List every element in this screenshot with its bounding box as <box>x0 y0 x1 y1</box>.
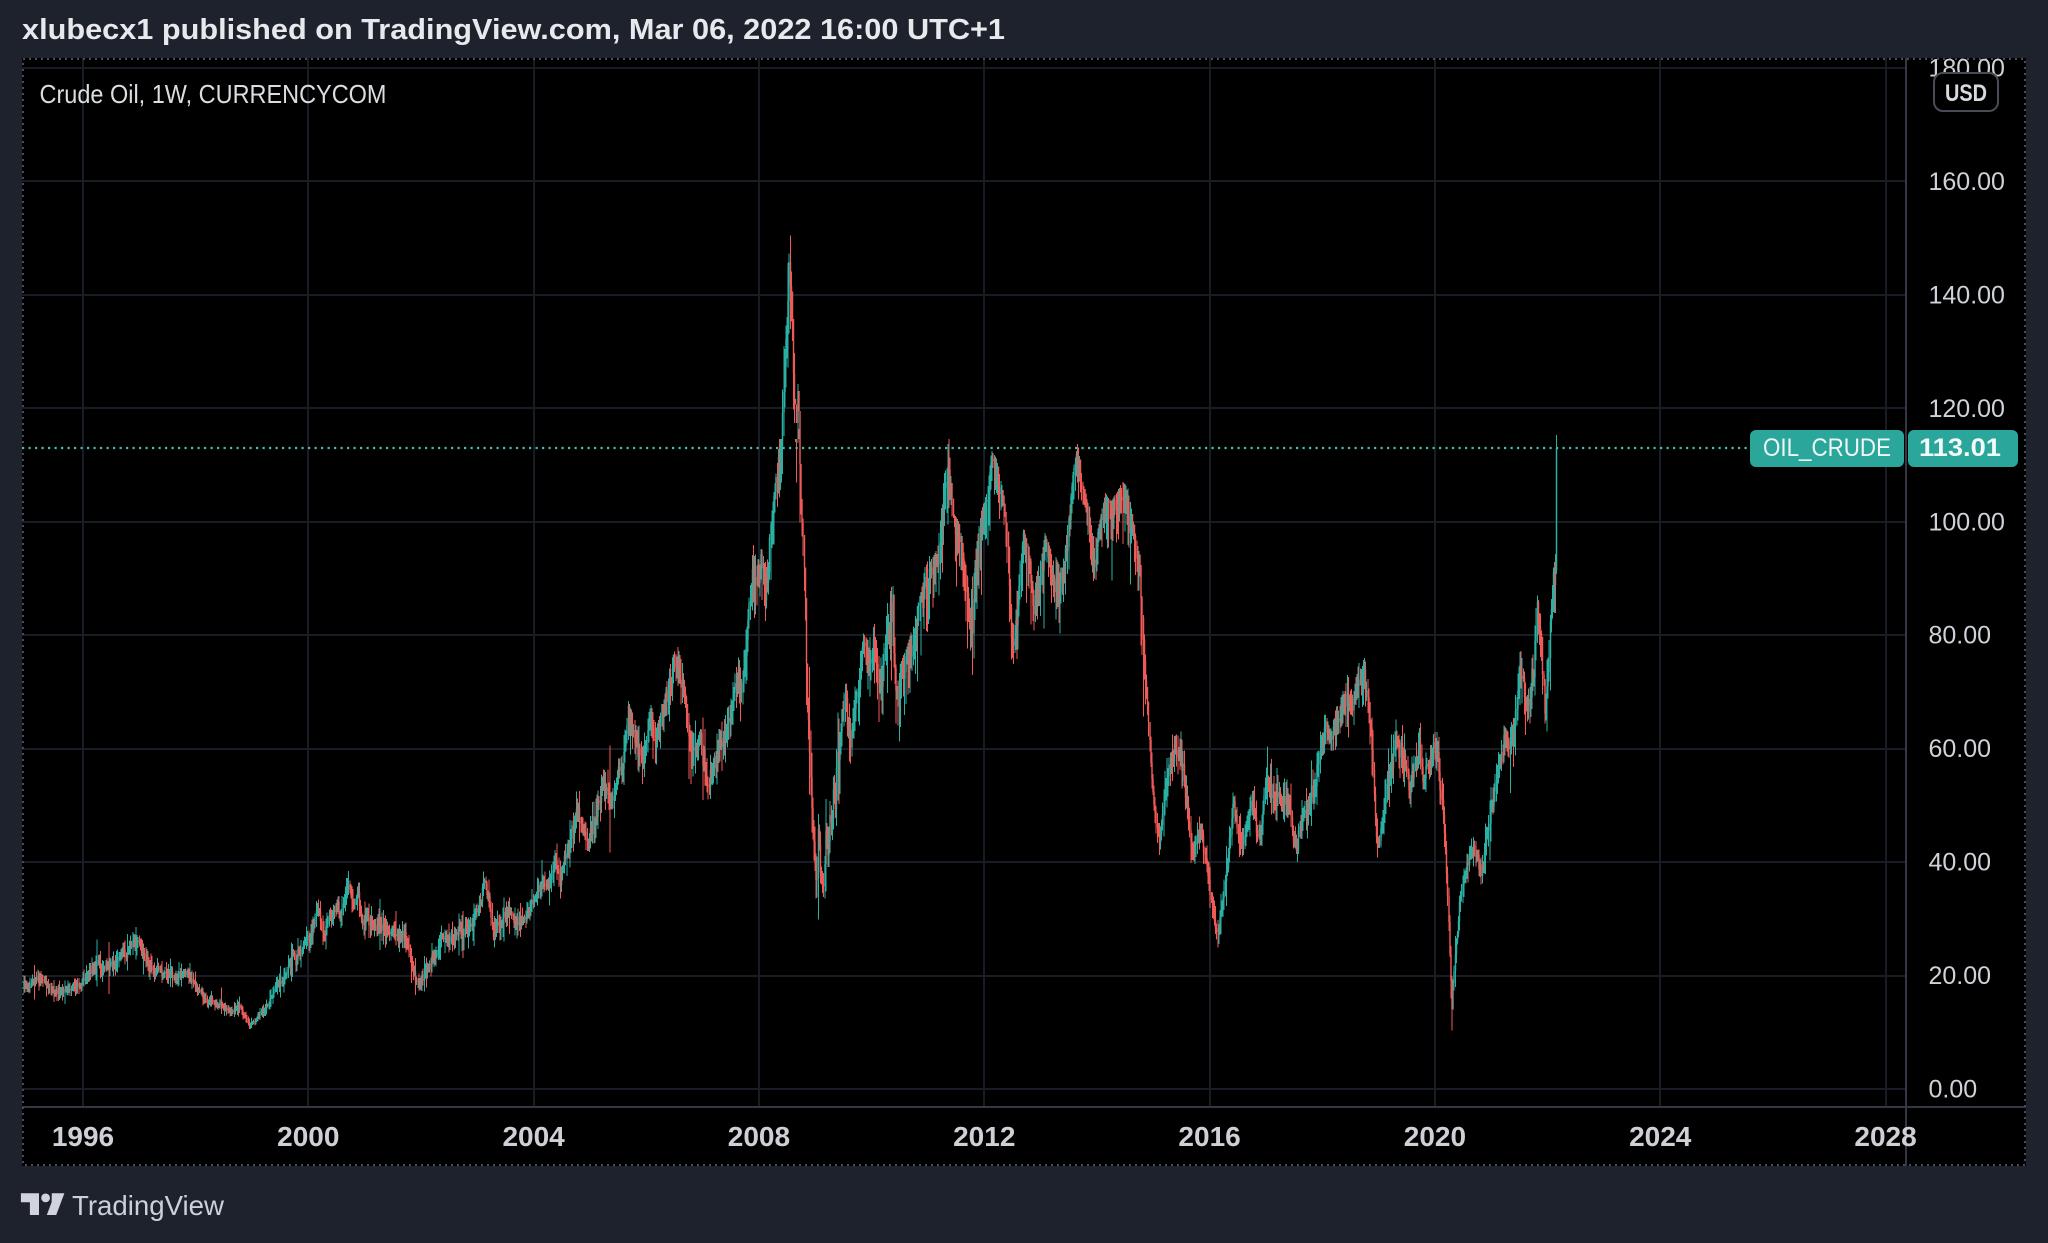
svg-text:TradingView: TradingView <box>72 1190 224 1221</box>
svg-text:120.00: 120.00 <box>1929 395 2005 423</box>
svg-text:xlubecx1 published on TradingV: xlubecx1 published on TradingView.com, M… <box>22 14 1005 46</box>
svg-text:2004: 2004 <box>502 1121 565 1152</box>
svg-text:80.00: 80.00 <box>1929 622 1992 650</box>
svg-text:0.00: 0.00 <box>1929 1076 1978 1104</box>
svg-text:OIL_CRUDE: OIL_CRUDE <box>1763 434 1891 462</box>
svg-text:160.00: 160.00 <box>1929 168 2005 196</box>
svg-text:113.01: 113.01 <box>1919 434 2001 462</box>
svg-text:USD: USD <box>1945 80 1987 107</box>
svg-text:2008: 2008 <box>728 1121 790 1152</box>
svg-text:2016: 2016 <box>1178 1121 1240 1152</box>
svg-text:140.00: 140.00 <box>1929 281 2005 309</box>
svg-text:Crude Oil, 1W, CURRENCYCOM: Crude Oil, 1W, CURRENCYCOM <box>40 79 387 109</box>
svg-text:2020: 2020 <box>1404 1121 1466 1152</box>
svg-text:20.00: 20.00 <box>1929 962 1992 990</box>
svg-text:2024: 2024 <box>1629 1121 1692 1152</box>
svg-text:1996: 1996 <box>52 1121 114 1152</box>
svg-text:2000: 2000 <box>277 1121 339 1152</box>
svg-text:2012: 2012 <box>953 1121 1015 1152</box>
svg-text:60.00: 60.00 <box>1929 735 1992 763</box>
svg-text:100.00: 100.00 <box>1929 508 2005 536</box>
svg-text:2028: 2028 <box>1854 1121 1916 1152</box>
svg-text:40.00: 40.00 <box>1929 849 1992 877</box>
